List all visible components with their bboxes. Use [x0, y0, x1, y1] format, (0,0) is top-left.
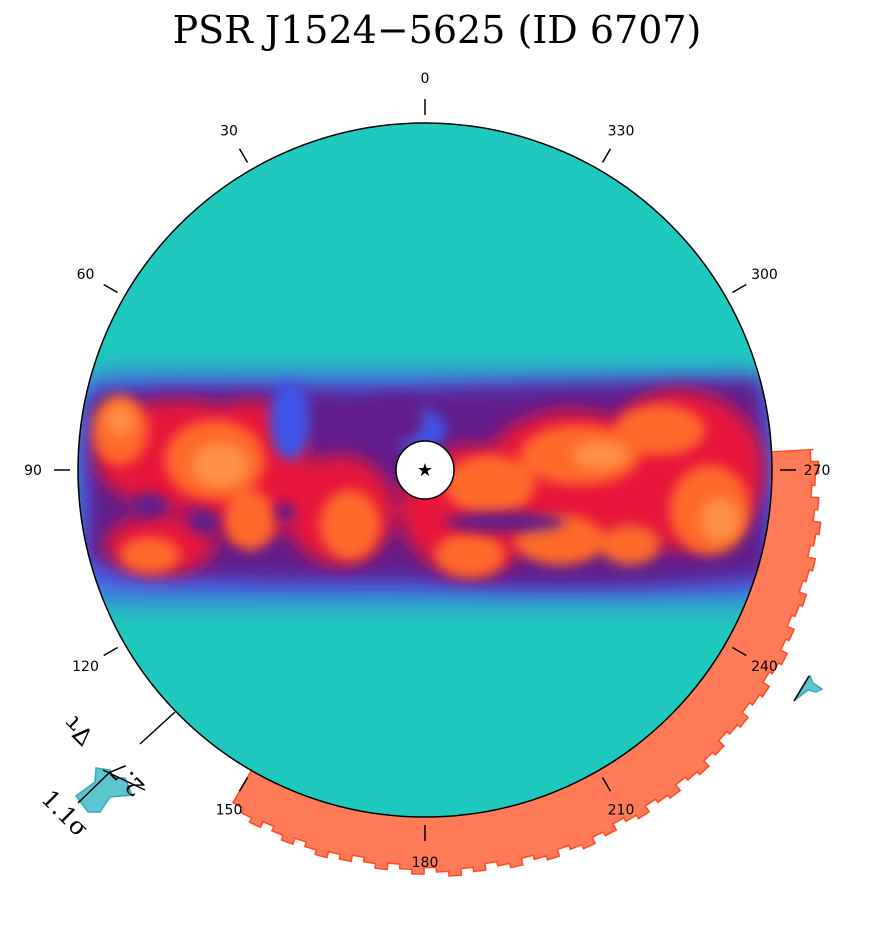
center-target — [395, 440, 455, 500]
angle-tick-label-120: 120 — [72, 659, 99, 675]
center-star-icon: ★ — [417, 460, 433, 481]
chart-title: PSR J1524−5625 (ID 6707) — [172, 8, 702, 52]
angle-tick-300 — [732, 283, 747, 294]
annotation-tau-label: ∇τ — [58, 710, 99, 751]
angle-tick-30 — [238, 148, 249, 163]
angle-tick-label-30: 30 — [220, 124, 238, 140]
angle-ticks: 0 30 60 90 120 150 180 210 240 270 300 330 — [24, 71, 830, 871]
angle-tick-120 — [103, 646, 118, 657]
angle-tick-240 — [732, 646, 747, 657]
angle-tick-label-330: 330 — [608, 124, 635, 140]
angle-tick-150 — [238, 777, 249, 792]
angle-tick-label-90: 90 — [24, 463, 42, 479]
angle-tick-210 — [601, 777, 612, 792]
angle-tick-label-60: 60 — [77, 267, 95, 283]
angle-tick-330 — [601, 148, 612, 163]
angle-tick-label-180: 180 — [412, 855, 439, 871]
angle-tick-60 — [103, 283, 118, 294]
angle-tick-label-300: 300 — [751, 267, 778, 283]
angle-tick-label-240: 240 — [751, 659, 778, 675]
sky-disc-outline — [77, 122, 773, 818]
angle-tick-label-210: 210 — [608, 802, 635, 818]
angle-tick-label-270: 270 — [804, 463, 831, 479]
annotation-group: ∇τ 2.7 1.1 σ — [36, 710, 176, 843]
angle-tick-label-150: 150 — [216, 802, 243, 818]
marker-right — [793, 674, 824, 702]
angle-tick-label-0: 0 — [421, 71, 430, 87]
